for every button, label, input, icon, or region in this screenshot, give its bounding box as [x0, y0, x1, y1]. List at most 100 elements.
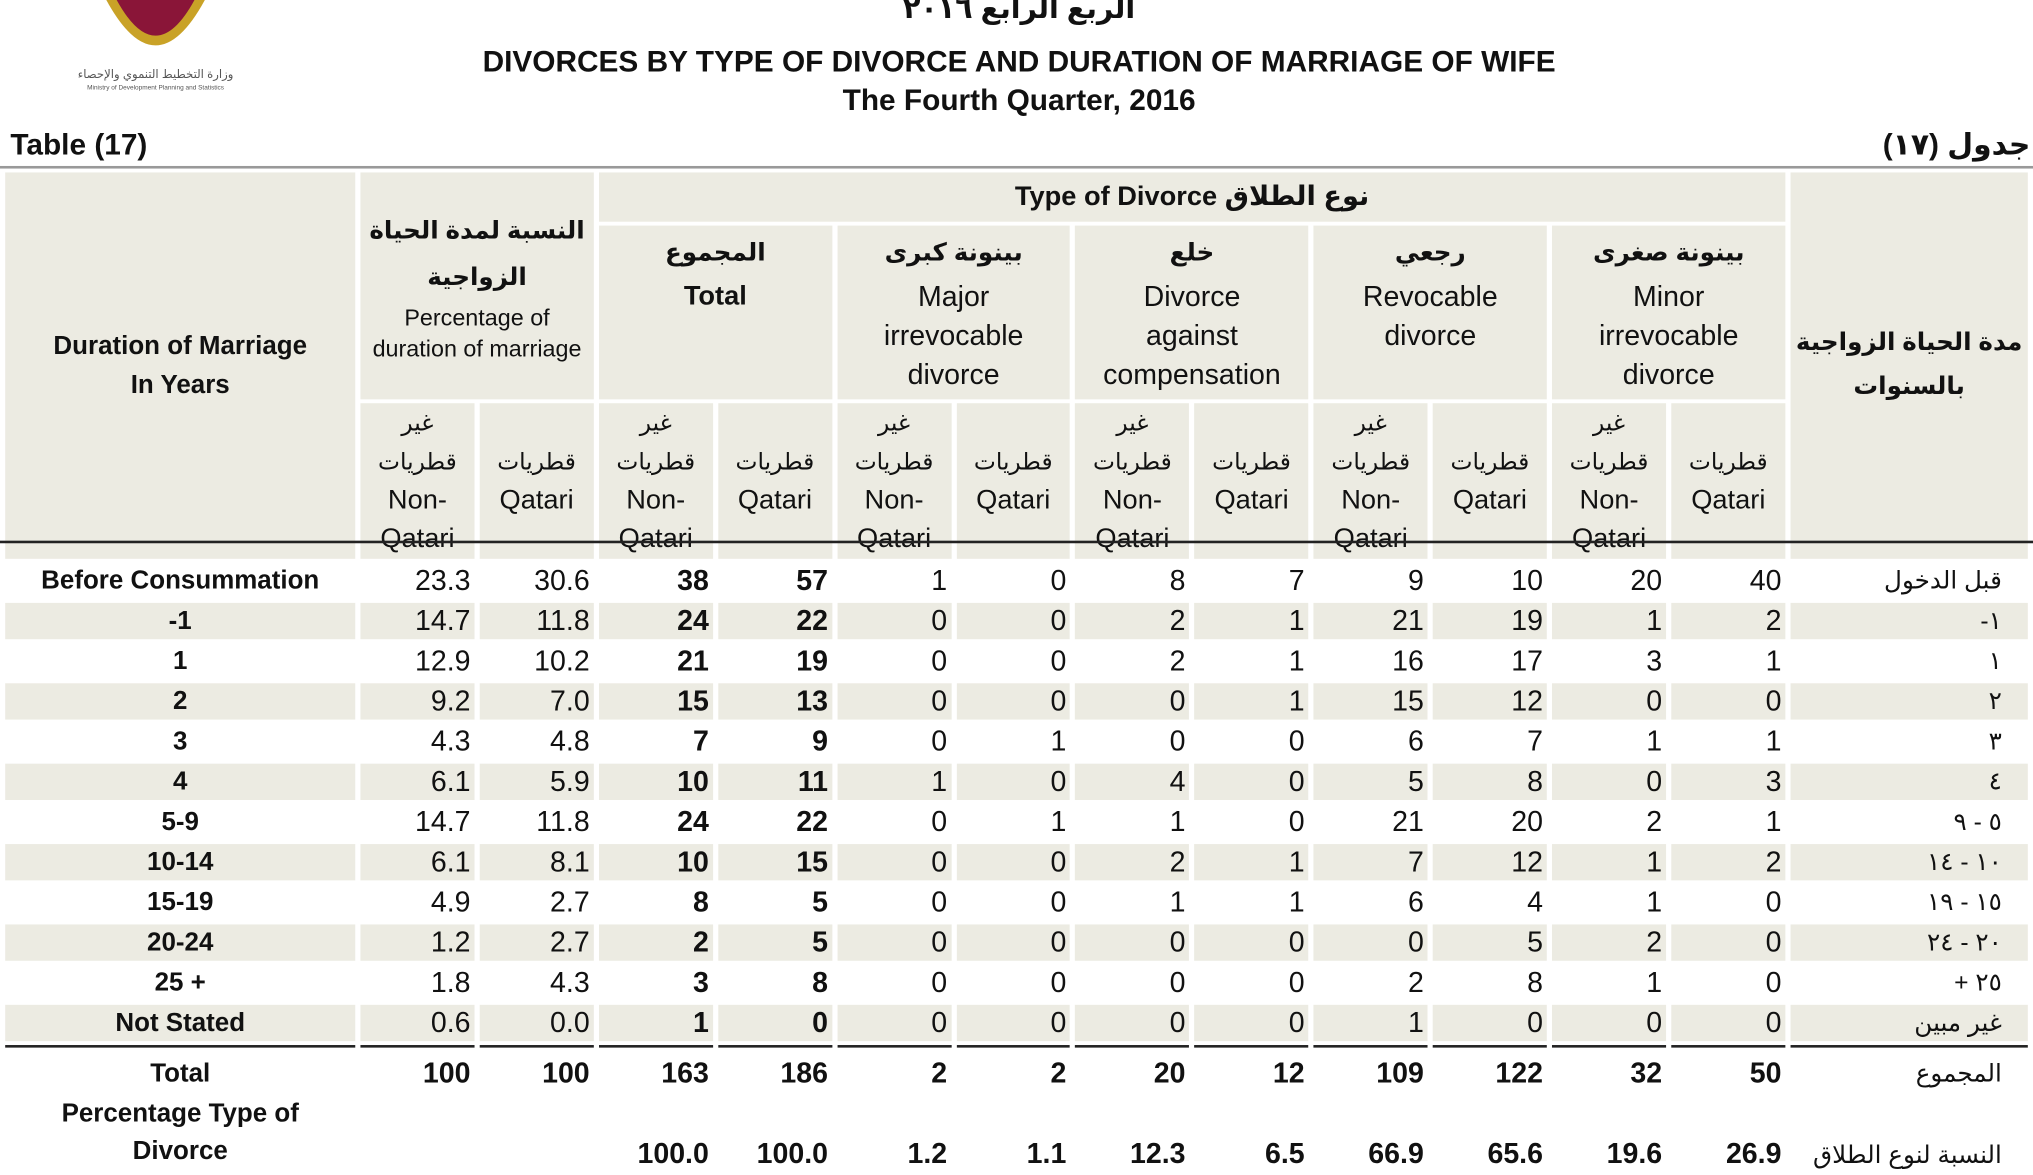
- row-label-ar: ١٥ - ١٩: [1927, 888, 2002, 917]
- cell: 1: [598, 1004, 713, 1042]
- type-header-en: Type of Divorce: [1014, 181, 1218, 212]
- sub-header-en: Non- Qatari: [380, 484, 455, 554]
- cell: 8: [1527, 965, 1543, 999]
- non-qatari-header: غير قطريات Non- Qatari: [360, 403, 475, 559]
- data-row: Before Consummation 23.3 30.6 38 57 1 0 8 7 9 10 20…: [5, 563, 2028, 599]
- qatari-header: قطريات Qatari: [717, 403, 832, 559]
- data-row: Not Stated 0.6 0.0 1 0 0 0 0 0 1 0 0 0 غير مبين: [5, 1004, 2028, 1042]
- cell: 0: [1194, 763, 1309, 800]
- cell: 30.6: [534, 564, 590, 597]
- cell: 2.7: [550, 885, 590, 918]
- cell: 8: [1432, 763, 1547, 800]
- cell: 17: [1511, 644, 1543, 677]
- cell: 19: [1432, 602, 1547, 640]
- group-header: رجعي Revocable divorce: [1313, 225, 1547, 400]
- cell: 14.7: [415, 805, 471, 838]
- cell: 20: [1630, 564, 1663, 597]
- cell: 4.3: [430, 724, 471, 758]
- cell: 1: [837, 763, 952, 800]
- cell: 4.8: [550, 724, 590, 758]
- cell: 1: [931, 564, 948, 597]
- cell: 1: [1169, 805, 1186, 838]
- cell: 0: [931, 885, 948, 918]
- row-label: Not Stated: [5, 1004, 356, 1042]
- subtitle: The Fourth Quarter, 2016: [842, 82, 1196, 117]
- cell: 2: [1169, 644, 1186, 677]
- row-label: 2: [5, 683, 356, 720]
- cell: 15: [598, 683, 713, 720]
- cell: 0: [837, 924, 952, 961]
- cell: 1: [1765, 724, 1782, 758]
- qatari-header: قطريات Qatari: [1194, 403, 1309, 559]
- cell: 9: [812, 724, 829, 758]
- top-rule: [0, 165, 2033, 169]
- cell: 7: [1313, 844, 1428, 881]
- cell: 100: [479, 1045, 594, 1092]
- cell: 11.8: [536, 805, 590, 838]
- logo-emblem: [106, 0, 205, 46]
- cell: 0: [956, 844, 1071, 881]
- sub-header-en: Non- Qatari: [1095, 484, 1170, 554]
- cell: 0: [837, 844, 952, 881]
- cell: 11.8: [479, 602, 594, 640]
- sub-header-en: Qatari: [1691, 484, 1766, 515]
- cell: 163: [598, 1045, 713, 1092]
- type-header: Type of Divorce نوع الطلاق: [598, 172, 1786, 222]
- cell: 65.6: [1487, 1137, 1543, 1170]
- empty-cell: [360, 1096, 593, 1171]
- row-label-ar: ٢٠ - ٢٤: [1790, 924, 2028, 961]
- cell: 4.9: [430, 885, 471, 918]
- row-label-ar: ٢: [1790, 683, 2028, 720]
- cell: 3: [1671, 763, 1786, 800]
- cell: 12: [1432, 844, 1547, 881]
- pct-header-en: Percentage of duration of marriage: [372, 304, 582, 362]
- row-label-ar: ٣: [1988, 728, 2002, 756]
- qatari-header: قطريات Qatari: [1671, 403, 1786, 559]
- cell: 10: [598, 763, 713, 800]
- cell: 15: [1313, 683, 1428, 720]
- cell: 0: [956, 602, 1071, 640]
- cell: 19.6: [1606, 1137, 1663, 1170]
- cell: 0: [1552, 1004, 1667, 1042]
- cell: 0: [1075, 683, 1190, 720]
- row-label-ar: ٤: [1790, 763, 2028, 800]
- cell: 1: [1050, 805, 1067, 838]
- cell: 22: [796, 805, 829, 838]
- cell: 0: [931, 805, 948, 838]
- cell: 12.9: [415, 644, 471, 677]
- cell: 1: [1194, 844, 1309, 881]
- cell: 2.7: [479, 924, 594, 961]
- cell: 1: [1765, 805, 1782, 838]
- cell: 2: [1407, 965, 1424, 999]
- cell: 14.7: [360, 602, 475, 640]
- cell: 20: [1511, 805, 1543, 838]
- cell: 8: [1169, 564, 1186, 597]
- cell: 0: [837, 602, 952, 640]
- cell: 23.3: [415, 564, 471, 597]
- duration-header-ar: مدة الحياة الزواجية بالسنوات: [1790, 172, 2028, 559]
- cell: 2: [1671, 844, 1786, 881]
- cell: 19: [796, 644, 829, 677]
- group-header: بينونة كبرى Major irrevocable divorce: [837, 225, 1071, 400]
- data-row: 4 6.1 5.9 10 11 1 0 4 0 5 8 0 3 ٤: [5, 763, 2028, 800]
- cell: 0: [1552, 763, 1667, 800]
- non-qatari-header: غير قطريات Non- Qatari: [1313, 403, 1428, 559]
- cell: 15: [717, 844, 832, 881]
- cell: 2: [1552, 924, 1667, 961]
- cell: 12.3: [1129, 1137, 1186, 1170]
- cell: 1: [1646, 724, 1663, 758]
- qatari-header: قطريات Qatari: [479, 403, 594, 559]
- sub-header-en: Non- Qatari: [618, 484, 693, 554]
- row-label: 4: [5, 763, 356, 800]
- sub-header-en: Qatari: [737, 484, 812, 515]
- non-qatari-header: غير قطريات Non- Qatari: [837, 403, 952, 559]
- data-row: 15-19 4.9 2.7 8 5 0 0 1 1 6 4 1 0 ١٥ - ١٩: [5, 884, 2028, 920]
- sub-header-ar: قطريات: [1450, 448, 1530, 475]
- row-label: 10-14: [5, 844, 356, 881]
- cell: 7.0: [479, 683, 594, 720]
- sub-header-ar: غير قطريات: [378, 409, 457, 475]
- cell: 0: [1050, 564, 1067, 597]
- group-header-ar: بينونة كبرى: [884, 239, 1023, 268]
- row-label: 1: [173, 646, 188, 675]
- logo-en: Ministry of Development Planning and Sta…: [87, 84, 225, 93]
